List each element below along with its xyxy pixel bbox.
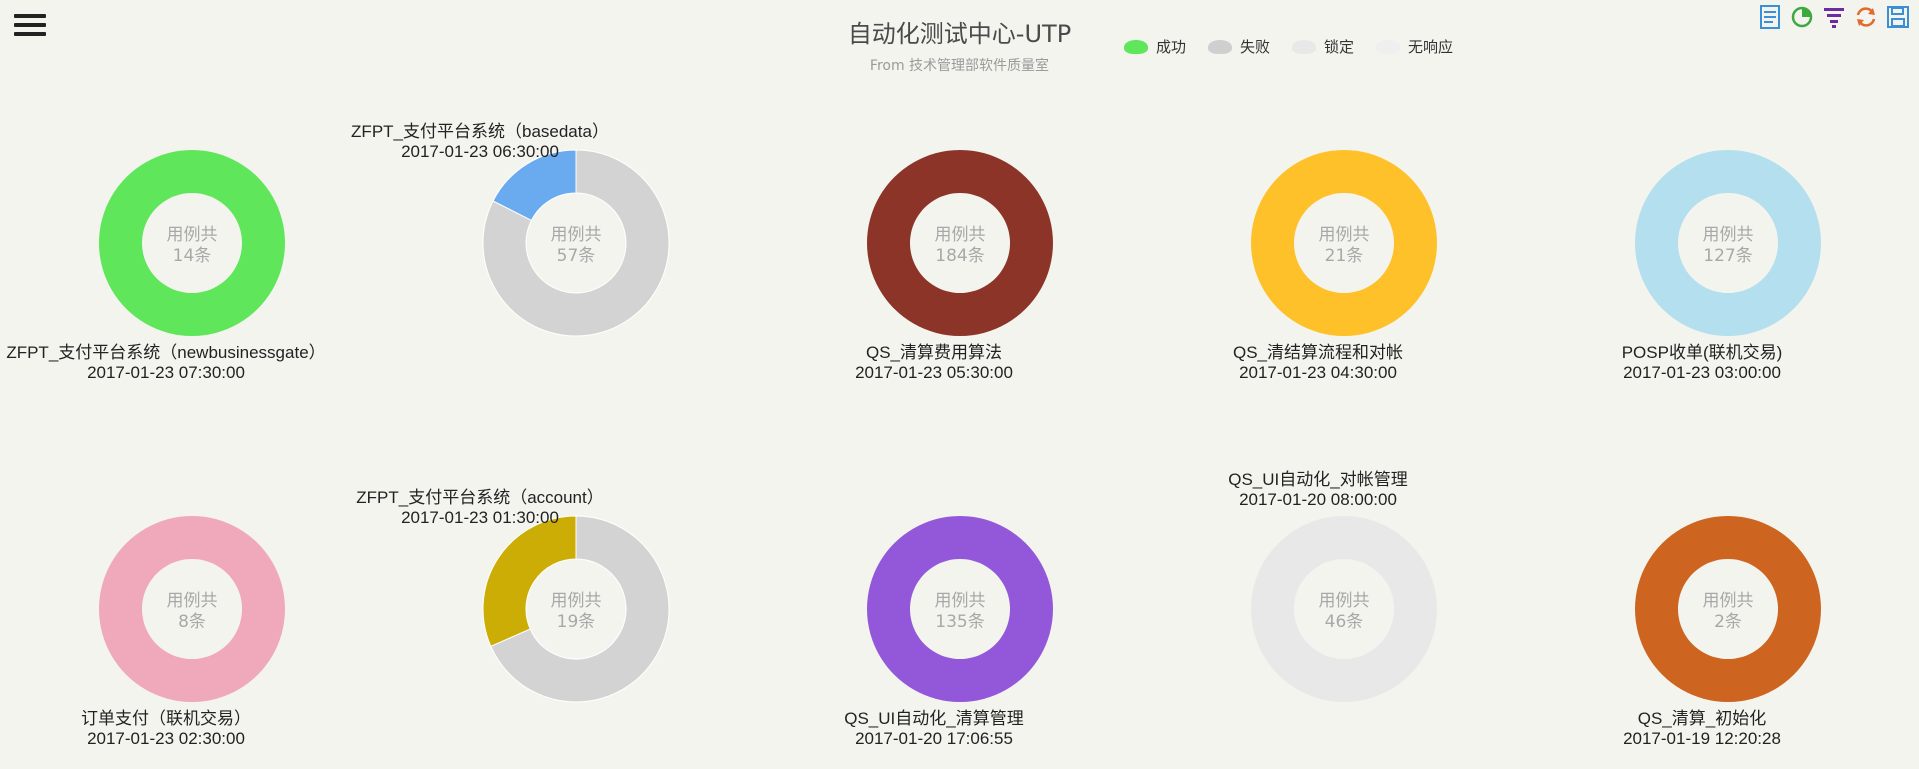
donut-slice[interactable] [866,150,1053,336]
chart-name-label: QS_清算费用算法 [866,343,1002,362]
donut-center-total: 46条 [1325,612,1364,632]
donut-slice[interactable] [482,515,577,648]
chart-time-label: 2017-01-23 01:30:00 [401,508,559,527]
chart-name-label: ZFPT_支付平台系统（account） [356,488,604,507]
donut-center-label: 用例共 [551,591,602,611]
donut-slice[interactable] [98,150,285,336]
legend-swatch-icon [1292,39,1317,54]
toolbox [1757,4,1911,30]
legend-label: 失败 [1240,38,1271,56]
legend-swatch-icon [1208,39,1233,54]
funnel-icon[interactable] [1821,4,1847,30]
donut-center-label: 用例共 [167,225,218,245]
donut-center-total: 21条 [1325,246,1364,266]
donut-center-label: 用例共 [935,591,986,611]
donut-center-label: 用例共 [1319,225,1370,245]
donut-center-total: 184条 [935,246,984,266]
menu-icon-bar [14,14,46,18]
chart-name-label: QS_清算_初始化 [1638,709,1766,728]
chart-name-label: POSP收单(联机交易) [1622,343,1783,362]
chart-name-label: ZFPT_支付平台系统（newbusinessgate） [6,343,325,362]
menu-icon-bar [14,23,46,27]
menu-icon-bar [14,32,46,36]
save-icon[interactable] [1885,4,1911,30]
chart-name-label: QS_UI自动化_对帐管理 [1228,470,1407,489]
legend-swatch-icon [1376,39,1401,54]
chart-time-label: 2017-01-23 06:30:00 [401,142,559,161]
donut-center-total: 8条 [178,612,206,632]
donut-slice[interactable] [482,149,670,337]
chart-name-label: QS_清结算流程和对帐 [1233,343,1403,362]
legend-label: 无响应 [1408,38,1454,56]
legend-item[interactable]: 锁定 [1292,36,1354,57]
donut-center-total: 2条 [1714,612,1742,632]
donut-center-total: 14条 [173,246,212,266]
menu-button[interactable] [14,14,46,40]
chart-time-label: 2017-01-23 07:30:00 [87,363,245,382]
legend-label: 锁定 [1324,38,1355,56]
legend-item[interactable]: 成功 [1124,36,1186,57]
legend-label: 成功 [1156,38,1187,56]
donut-center-label: 用例共 [1319,591,1370,611]
donut-slice[interactable] [866,516,1053,703]
chart-time-label: 2017-01-20 17:06:55 [855,729,1013,748]
donut-center-label: 用例共 [167,591,218,611]
legend-item[interactable]: 失败 [1208,36,1270,57]
chart-time-label: 2017-01-19 12:20:28 [1623,729,1781,748]
donut-center-total: 135条 [935,612,984,632]
donut-slice[interactable] [1250,516,1437,702]
chart-time-label: 2017-01-23 05:30:00 [855,363,1013,382]
donut-center-label: 用例共 [1703,225,1754,245]
refresh-icon[interactable] [1853,4,1879,30]
chart-time-label: 2017-01-20 08:00:00 [1239,490,1397,509]
chart-name-label: QS_UI自动化_清算管理 [844,709,1023,728]
chart-name-label: ZFPT_支付平台系统（basedata） [351,122,609,141]
legend-item[interactable]: 无响应 [1376,36,1453,57]
chart-time-label: 2017-01-23 02:30:00 [87,729,245,748]
chart-name-label: 订单支付（联机交易） [81,709,251,728]
donut-slice[interactable] [1250,150,1437,336]
data-view-icon[interactable] [1757,4,1783,30]
chart-time-label: 2017-01-23 04:30:00 [1239,363,1397,382]
donut-slice[interactable] [98,516,285,702]
chart-time-label: 2017-01-23 03:00:00 [1623,363,1781,382]
legend: 成功 失败 锁定 无响应 [1124,36,1475,57]
donut-center-label: 用例共 [551,225,602,245]
donut-center-label: 用例共 [935,225,986,245]
donut-center-label: 用例共 [1703,591,1754,611]
donut-center-total: 127条 [1703,246,1752,266]
legend-swatch-icon [1124,39,1148,54]
pie-chart-icon[interactable] [1789,4,1815,30]
donut-center-total: 19条 [557,612,596,632]
donut-slice[interactable] [1634,516,1821,702]
donut-slice[interactable] [490,515,670,703]
donut-center-total: 57条 [557,246,596,266]
donut-slice[interactable] [1634,150,1821,336]
